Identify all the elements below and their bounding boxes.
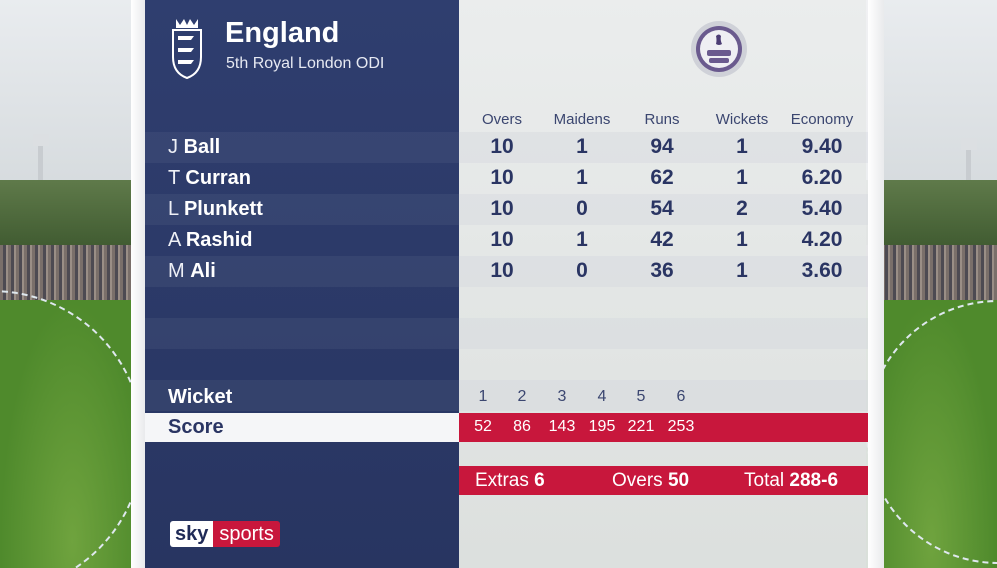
column-header-runs: Runs xyxy=(644,111,680,128)
extras-label: Extras xyxy=(475,470,529,491)
runs-value: 36 xyxy=(650,259,674,282)
runs-value: 94 xyxy=(650,135,674,158)
column-header-wickets: Wickets xyxy=(715,111,769,128)
bowler-surname: Curran xyxy=(185,167,251,189)
bowler-row: J Ball 10 1 94 1 9.40 xyxy=(145,132,868,163)
column-header-economy: Economy xyxy=(790,111,854,128)
bowler-row: T Curran 10 1 62 1 6.20 xyxy=(145,163,868,194)
wicket-number: 5 xyxy=(636,388,646,405)
summary-bar xyxy=(459,466,868,495)
total-value: 288-6 xyxy=(789,470,839,491)
overs-total-value: 50 xyxy=(667,470,690,491)
wicket-number: 4 xyxy=(597,388,607,405)
overs-value: 10 xyxy=(490,166,514,189)
wicket-label: Wicket xyxy=(168,386,233,408)
column-header-maidens: Maidens xyxy=(553,111,611,128)
economy-value: 9.40 xyxy=(801,135,843,158)
wicket-number: 1 xyxy=(478,388,488,405)
fall-of-wicket-score: 221 xyxy=(627,418,655,435)
maidens-value: 0 xyxy=(576,259,588,282)
runs-value: 54 xyxy=(650,197,674,220)
fall-of-wicket-score: 86 xyxy=(513,418,531,435)
empty-row xyxy=(145,318,868,349)
extras-summary: Extras 6 xyxy=(475,470,545,492)
column-header-overs: Overs xyxy=(481,111,522,128)
wicket-number: 2 xyxy=(517,388,527,405)
runs-value: 62 xyxy=(650,166,674,189)
pillar-right xyxy=(868,0,884,568)
runs-value: 42 xyxy=(650,228,674,251)
bowler-initial: M xyxy=(168,260,185,282)
overs-label: Overs xyxy=(612,470,663,491)
bowler-row: L Plunkett 10 0 54 2 5.40 xyxy=(145,194,868,225)
overs-value: 10 xyxy=(490,259,514,282)
wickets-value: 1 xyxy=(736,166,748,189)
match-subtitle: 5th Royal London ODI xyxy=(226,55,385,72)
graphic-panel-left xyxy=(145,0,459,568)
bowler-initial: L xyxy=(168,198,179,220)
bowler-surname: Plunkett xyxy=(183,198,263,220)
stadium-background-left xyxy=(0,0,145,568)
maidens-value: 1 xyxy=(576,228,588,251)
pillar-left xyxy=(131,0,145,568)
wickets-value: 1 xyxy=(736,135,748,158)
economy-value: 4.20 xyxy=(801,228,843,251)
wicket-number: 3 xyxy=(557,388,567,405)
score-label: Score xyxy=(168,416,224,438)
team-name: England xyxy=(225,17,340,49)
stadium-background-right xyxy=(866,0,997,568)
fall-of-wicket-score: 253 xyxy=(667,418,695,435)
overs-value: 10 xyxy=(490,197,514,220)
overs-summary: Overs 50 xyxy=(612,470,689,492)
overs-value: 10 xyxy=(490,135,514,158)
bowler-initial: J xyxy=(168,136,178,158)
overs-value: 10 xyxy=(490,228,514,251)
sky-logo-text: sky xyxy=(170,521,214,547)
maidens-value: 0 xyxy=(576,197,588,220)
wicket-number: 6 xyxy=(676,388,686,405)
total-summary: Total 288-6 xyxy=(744,470,838,492)
score-bar xyxy=(459,413,868,442)
wicket-row xyxy=(145,380,868,411)
economy-value: 5.40 xyxy=(801,197,843,220)
wickets-value: 1 xyxy=(736,259,748,282)
bowler-initial: A xyxy=(168,229,181,251)
extras-value: 6 xyxy=(534,470,545,491)
economy-value: 6.20 xyxy=(801,166,843,189)
score-bar-label-bg xyxy=(145,413,459,442)
empty-row xyxy=(145,287,868,318)
total-label: Total xyxy=(744,470,785,491)
bowler-row: M Ali 10 0 36 1 3.60 xyxy=(145,256,868,287)
sports-logo-text: sports xyxy=(213,521,280,547)
maidens-value: 1 xyxy=(576,135,588,158)
economy-value: 3.60 xyxy=(801,259,843,282)
maidens-value: 1 xyxy=(576,166,588,189)
wickets-value: 1 xyxy=(736,228,748,251)
fall-of-wicket-score: 143 xyxy=(548,418,576,435)
royal-london-series-logo xyxy=(691,21,747,77)
bowler-surname: Ali xyxy=(190,260,216,282)
bowler-row: A Rashid 10 1 42 1 4.20 xyxy=(145,225,868,256)
wickets-value: 2 xyxy=(736,197,748,220)
three-lions-crest-icon xyxy=(172,19,202,79)
fall-of-wicket-score: 52 xyxy=(474,418,492,435)
bowler-initial: T xyxy=(168,167,180,189)
bowler-surname: Rashid xyxy=(185,229,253,251)
fall-of-wicket-score: 195 xyxy=(588,418,616,435)
sky-sports-logo: sky sports xyxy=(170,521,280,547)
bowler-surname: Ball xyxy=(183,136,221,158)
